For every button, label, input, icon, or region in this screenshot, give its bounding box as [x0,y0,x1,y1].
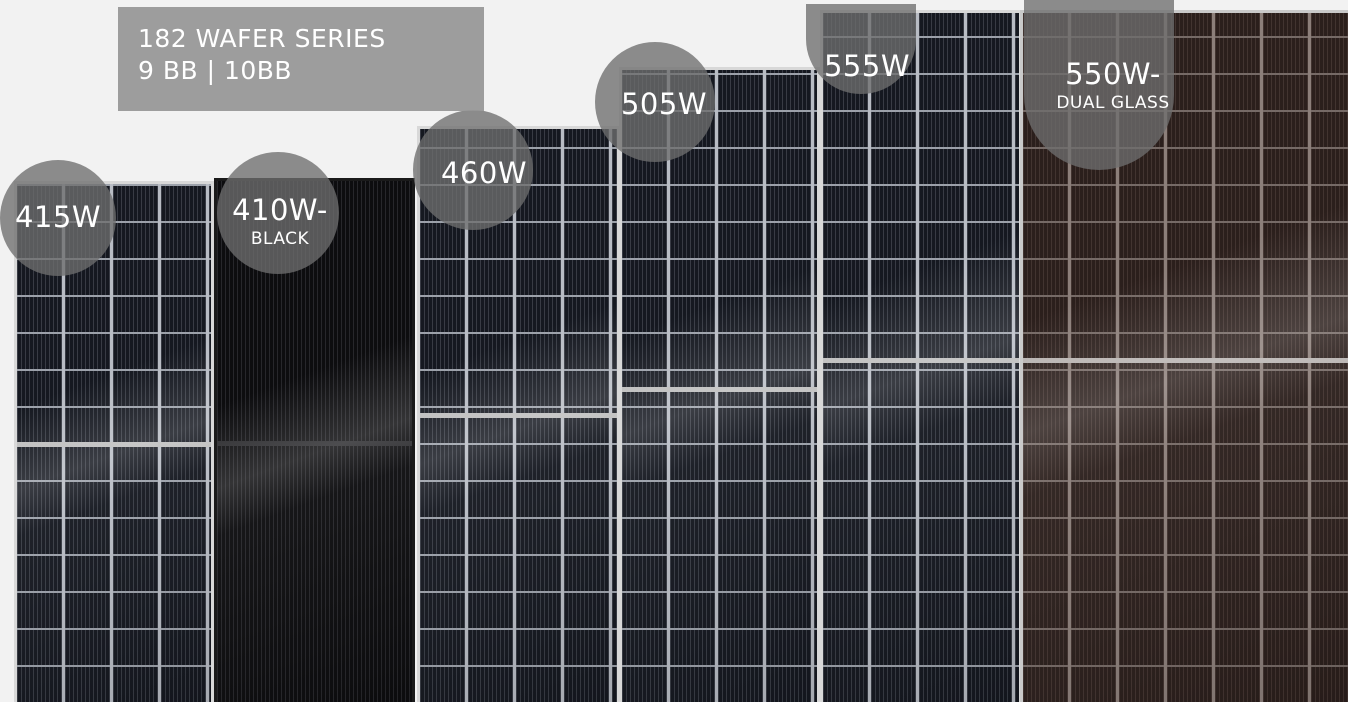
product-label-410w-black: 410W- BLACK [218,196,342,248]
solar-panel-555w [820,10,1022,702]
series-title: 182 WAFER SERIES [138,24,386,53]
product-wattage: 505W [620,87,708,121]
panel-split-line [622,387,817,392]
series-info-box: 182 WAFER SERIES 9 BB | 10BB [118,7,484,111]
product-variant: BLACK [250,229,310,249]
panel-cell-grid [622,70,817,702]
product-label-415w: 415W [6,203,110,232]
panel-split-line [823,358,1019,363]
product-label-505w: 505W [604,90,724,119]
wattage-badge-circle [413,110,533,230]
product-variant: DUAL GLASS [1056,93,1170,113]
wattage-badge-circle [0,160,116,276]
panel-split-line [420,413,617,418]
wattage-badge-circle [1024,0,1174,170]
wattage-badge-circle [595,42,715,162]
product-label-555w: 555W [812,52,922,81]
product-wattage: 415W [14,200,102,234]
panel-cell-grid [823,13,1019,702]
panel-split-line [1023,358,1348,363]
product-wattage: 550W- [1065,57,1161,91]
product-wattage: 410W- [232,193,328,227]
wattage-badge-circle [806,4,916,94]
wattage-badge-circle [217,152,339,274]
solar-panel-505w [619,67,820,702]
product-label-550w-dual-glass: 550W- DUAL GLASS [1022,60,1204,112]
panel-split-line [17,442,211,447]
product-label-460w: 460W [424,159,544,188]
product-wattage: 460W [440,156,528,190]
product-wattage: 555W [823,49,911,83]
series-busbar-info: 9 BB | 10BB [138,56,293,85]
panel-split-line [217,441,412,446]
